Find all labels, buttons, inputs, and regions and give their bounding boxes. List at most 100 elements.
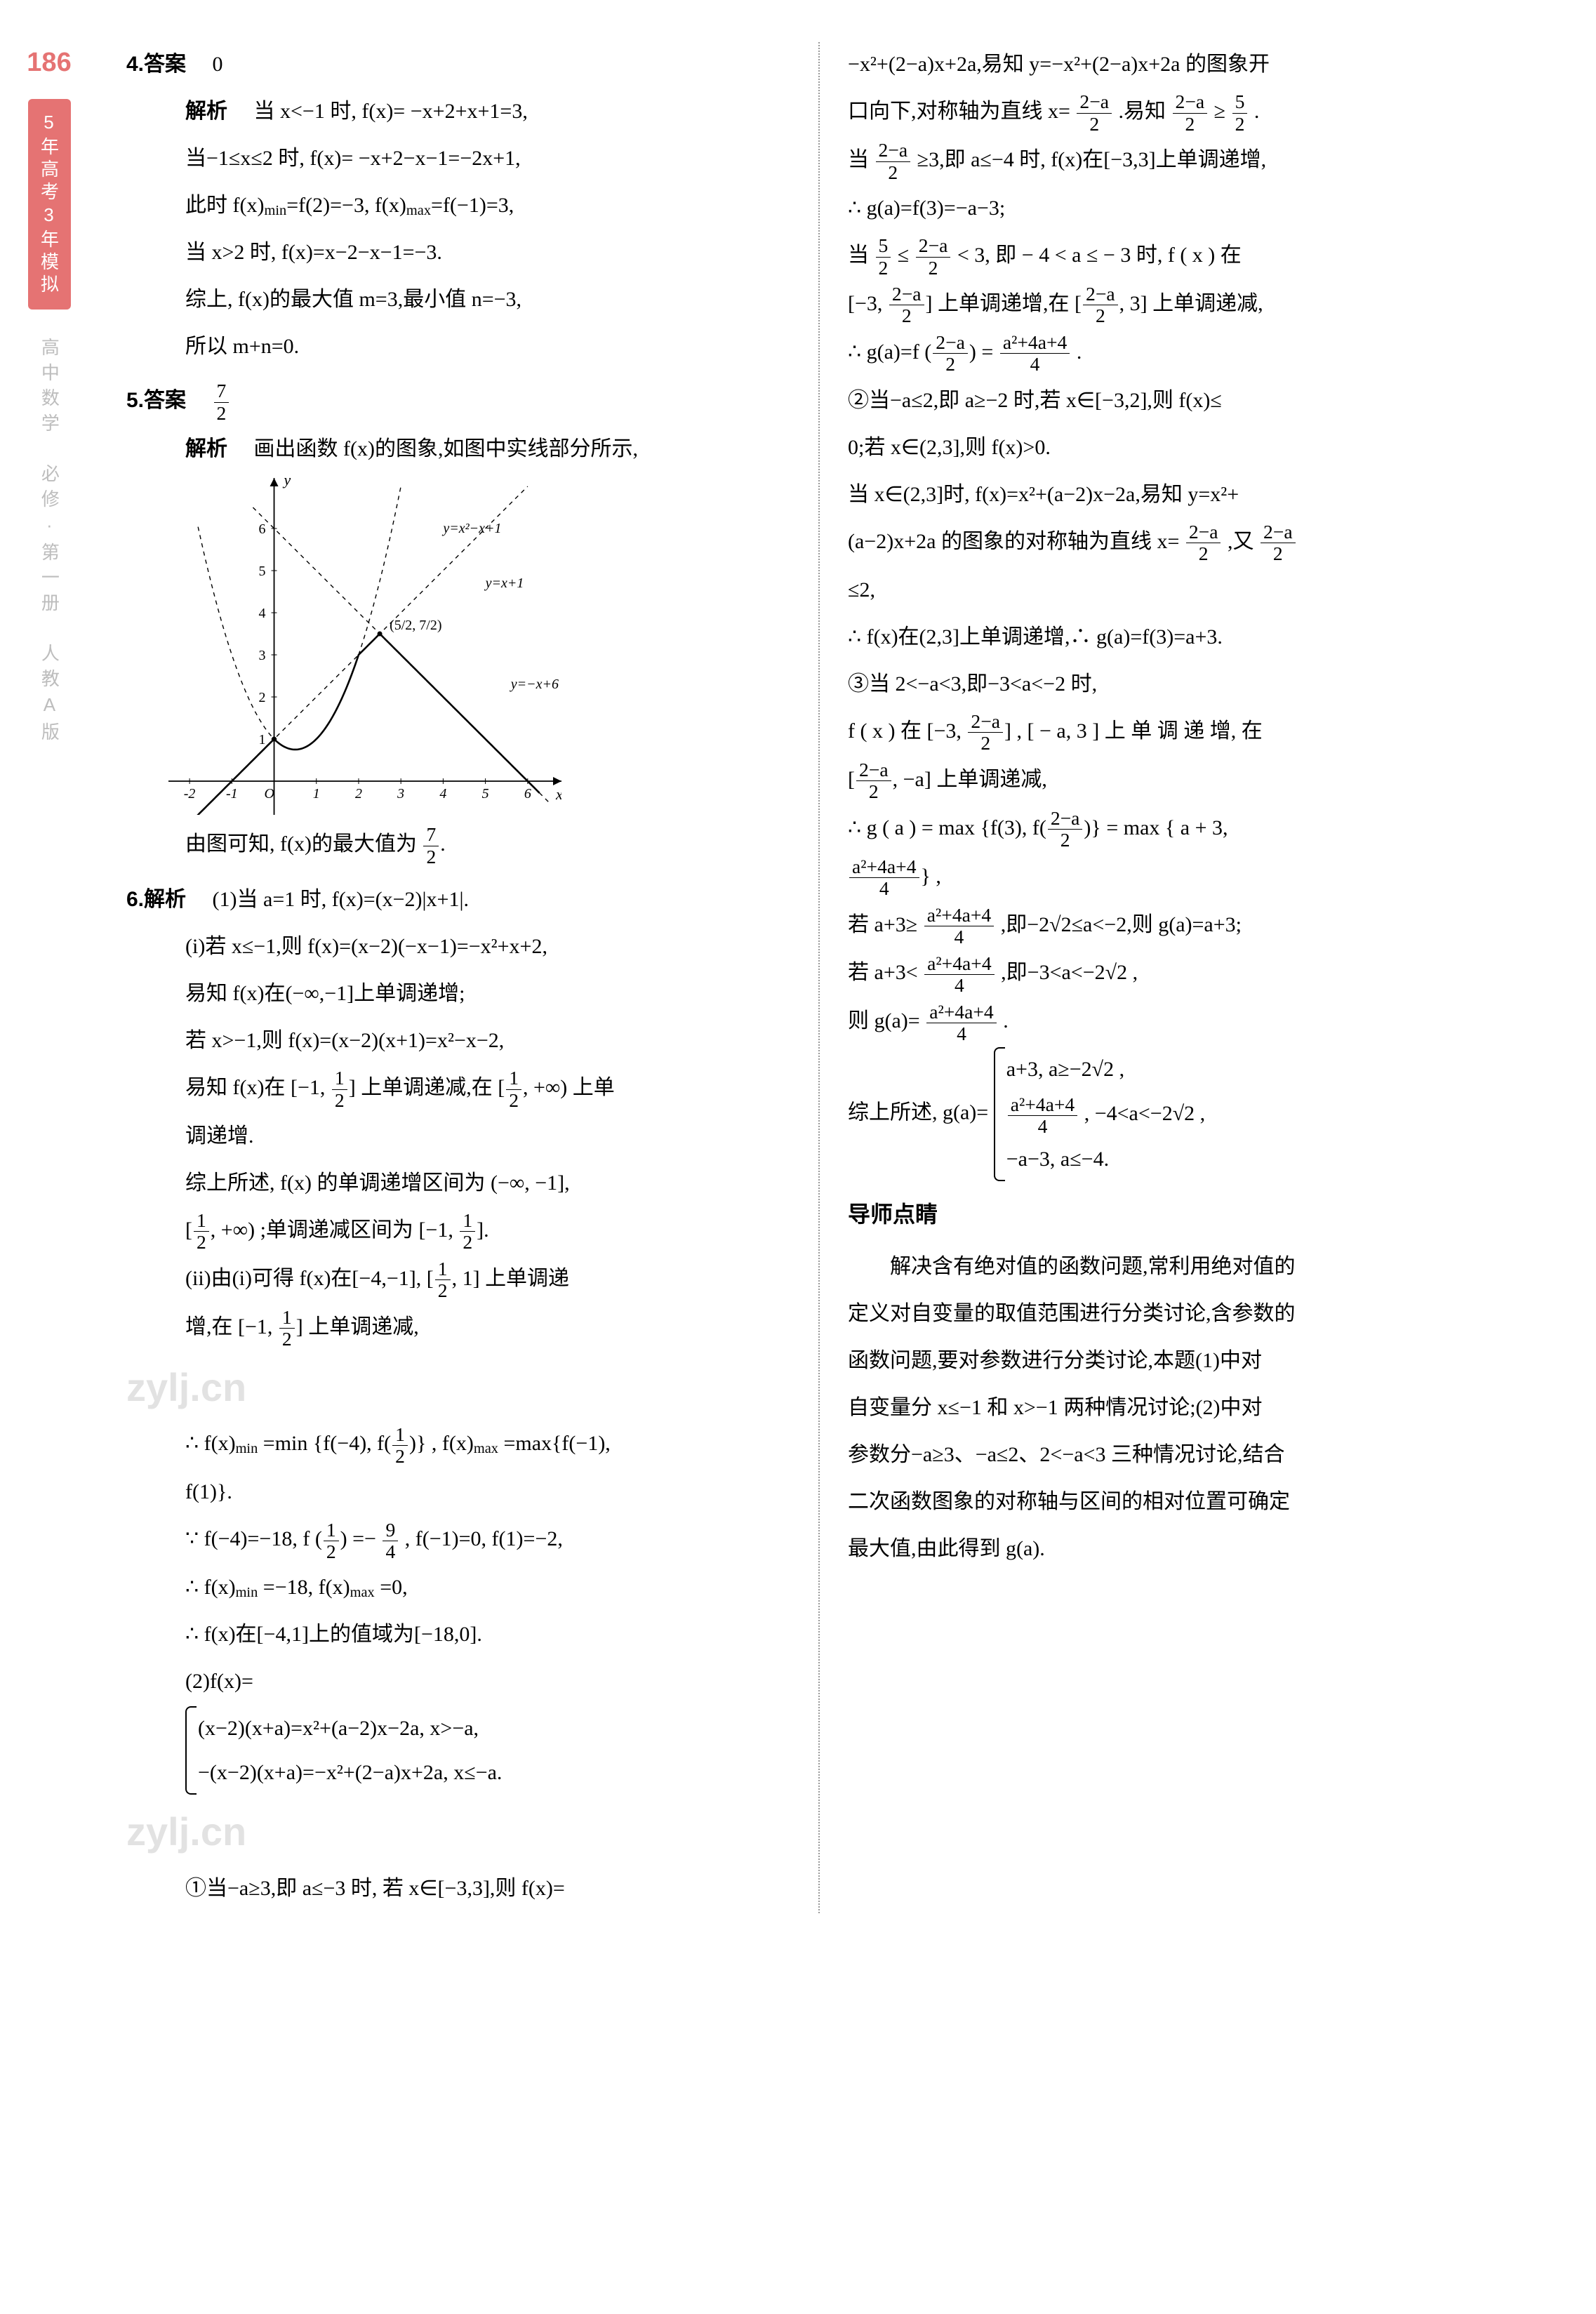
r5c: < 3, 即 − 4 < a ≤ − 3 时, f ( x ) 在 (957, 244, 1242, 267)
r21a: 则 g(a)= (848, 1009, 920, 1032)
r7d: 2 (933, 354, 968, 375)
q6-l14c: =0, (380, 1576, 407, 1599)
r20a: 若 a+3< (848, 961, 918, 984)
g5: 参数分−a≥3、−a≤2、2<−a<3 三种情况讨论,结合 (848, 1432, 1512, 1477)
q4-l3: 此时 f(x)min=f(2)=−3, f(x)max=f(−1)=3, (126, 183, 790, 227)
r2c: ≥ (1214, 100, 1225, 123)
r18n: a²+4a+4 (849, 856, 919, 878)
r5a: 当 (848, 244, 875, 267)
right-column: −x²+(2−a)x+2a,易知 y=−x²+(2−a)x+2a 的图象开 口向… (820, 42, 1540, 1913)
r21b: . (1003, 1009, 1009, 1032)
r18d: 4 (849, 878, 919, 899)
svg-text:4: 4 (439, 786, 446, 802)
r11n: 2−a (1186, 521, 1221, 543)
r22a: 综上所述, g(a)= (848, 1101, 988, 1124)
q6-l14b: =−18, f(x) (263, 1576, 350, 1599)
series-badge: 5年高考3年模拟 (28, 99, 71, 310)
r2d: . (1254, 100, 1260, 123)
svg-text:O: O (265, 786, 274, 802)
q6-l12: f(1)}. (126, 1470, 790, 1514)
q5-concl: 由图可知, f(x)的最大值为 72. (126, 822, 790, 867)
q6-l8a: ;单调递减区间为 (260, 1218, 413, 1242)
q6-l10a: 增,在 (185, 1315, 233, 1338)
q5-den: 2 (214, 403, 230, 424)
r21d: 4 (926, 1023, 997, 1044)
book-info: 高中数学 必修·第一册 人教A版 (33, 338, 66, 747)
r20: 若 a+3< a²+4a+44 ,即−3<a<−2√2 , (848, 950, 1512, 996)
min-set: {f(−4), f(12)} (313, 1432, 426, 1455)
interval-6: [−1, 12] (238, 1315, 303, 1338)
r7: ∴ g(a)=f (2−a2) = a²+4a+44 . (848, 330, 1512, 375)
svg-text:5: 5 (259, 564, 266, 579)
svg-text:2: 2 (259, 690, 266, 705)
r15: f ( x ) 在 [−3, 2−a2] , [ − a, 3 ] 上 单 调 … (848, 709, 1512, 754)
r8: ②当−a≤2,即 a≥−2 时,若 x∈[−3,2],则 f(x)≤ (848, 378, 1512, 423)
function-graph: -2-1123456123456Oxyy=x²−x+1y=x+1y=−x+6(5… (168, 478, 561, 815)
svg-text:y=x+1: y=x+1 (484, 576, 524, 591)
r19: 若 a+3≥ a²+4a+44 ,即−2√2≤a<−2,则 g(a)=a+3; (848, 903, 1512, 948)
g3: 函数问题,要对参数进行分类讨论,本题(1)中对 (848, 1338, 1512, 1383)
r17a: ∴ g ( a ) = max (848, 816, 980, 839)
svg-text:4: 4 (259, 606, 266, 621)
sidebar: 186 5年高考3年模拟 高中数学 必修·第一册 人教A版 (0, 42, 98, 747)
r7d2: 4 (1000, 354, 1070, 375)
r17-set: {f(3), f(2−a2)} (980, 816, 1100, 839)
q6-l11-min: min (236, 1441, 258, 1456)
rbr2d: 4 (1008, 1116, 1078, 1137)
r16a: 上单调递减, (936, 768, 1047, 791)
four: 4 (383, 1541, 398, 1562)
interval-3: [12, +∞) (185, 1218, 255, 1242)
r2a: 口向下,对称轴为直线 x= (848, 100, 1070, 123)
q6-l14a: ∴ f(x) (185, 1576, 236, 1599)
q6-l4: 若 x>−1,则 f(x)=(x−2)(x+1)=x²−x−2, (126, 1018, 790, 1063)
q4-l3c: =f(−1)=3, (431, 194, 514, 217)
svg-text:x: x (555, 785, 561, 803)
q4-label: 4.答案 (126, 53, 186, 76)
svg-text:2: 2 (355, 786, 362, 802)
q6-l8: [12, +∞) ;单调递减区间为 [−1, 12]. (126, 1208, 790, 1254)
q6-l10: 增,在 [−1, 12] 上单调递减, (126, 1305, 790, 1350)
r11d2: 2 (1261, 543, 1296, 564)
r17d: 2 (1048, 830, 1083, 851)
svg-text:y: y (283, 478, 291, 488)
r19n: a²+4a+4 (924, 905, 995, 926)
watermark-1: zylj.cn (126, 1346, 790, 1429)
r6-int2: [2−a2, 3] (1075, 292, 1148, 315)
q5-answer-line: 5.答案 72 (126, 378, 790, 424)
q4-l6: 所以 m+n=0. (126, 324, 790, 368)
q6-l9b: 上单调递 (485, 1267, 569, 1290)
q6-l5c: 上单 (573, 1076, 615, 1099)
q5-concl-a: 由图可知, f(x)的最大值为 (185, 832, 417, 856)
g2: 定义对自变量的取值范围进行分类讨论,含参数的 (848, 1291, 1512, 1336)
r5b: ≤ (898, 244, 915, 267)
r5-num2: 2−a (916, 235, 951, 257)
q4-answer-line: 4.答案 0 (126, 42, 790, 86)
r16: [2−a2, −a] 上单调递减, (848, 757, 1512, 803)
r3: 当 2−a2 ≥3,即 a≤−4 时, f(x)在[−3,3]上单调递增, (848, 138, 1512, 183)
svg-text:3: 3 (259, 648, 266, 663)
svg-text:6: 6 (524, 786, 531, 802)
r20n: a²+4a+4 (924, 953, 995, 975)
q6-l11a: ∴ f(x) (185, 1432, 236, 1455)
svg-text:1: 1 (259, 732, 266, 747)
q6-l5a: 易知 f(x)在 (185, 1076, 285, 1099)
r3a: 当 (848, 148, 869, 171)
r11d: 2 (1186, 543, 1221, 564)
q6-label: 6.解析 (126, 888, 186, 911)
q6-l5b: 上单调递减,在 (361, 1076, 493, 1099)
q6-l14-min: min (236, 1585, 258, 1600)
q6-l6: 调递增. (126, 1114, 790, 1158)
q4-l5: 综上, f(x)的最大值 m=3,最小值 n=−3, (126, 277, 790, 321)
r11a: (a−2)x+2a 的图象的对称轴为直线 x= (848, 530, 1179, 553)
r3b: ≥3,即 a≤−4 时, f(x)在[−3,3]上单调递增, (917, 148, 1267, 171)
r16d: 2 (856, 781, 891, 802)
r12: ≤2, (848, 568, 1512, 612)
q6-l14: ∴ f(x)min =−18, f(x)max =0, (126, 1565, 790, 1609)
r19b: ,即−2√2≤a<−2,则 g(a)=a+3; (1001, 913, 1242, 936)
r2-num2: 2−a (1173, 91, 1208, 113)
r15d: 2 (968, 733, 1003, 754)
q4-l3max: max (406, 203, 431, 218)
nine: 9 (383, 1520, 398, 1541)
q5c-num: 7 (423, 824, 439, 846)
r1: −x²+(2−a)x+2a,易知 y=−x²+(2−a)x+2a 的图象开 (848, 42, 1512, 86)
